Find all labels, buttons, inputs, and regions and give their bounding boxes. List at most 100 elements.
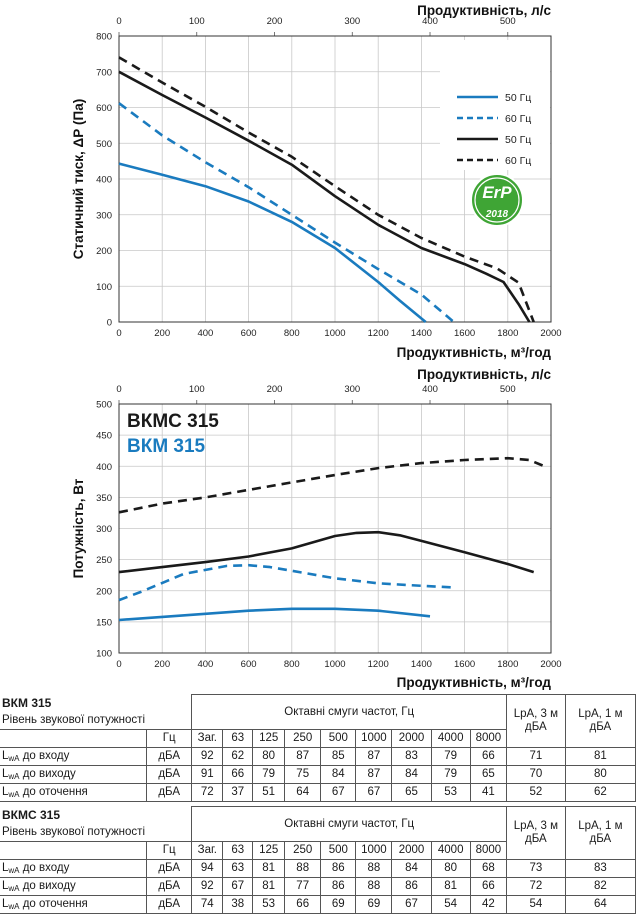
- row-lpa1: 62: [564, 782, 636, 802]
- freq-header: 500: [320, 840, 357, 860]
- freq-header: 8000: [469, 728, 507, 748]
- x-tick-label: 1800: [497, 328, 518, 339]
- legend-label: 60 Гц: [505, 113, 531, 125]
- x-tick-label: 400: [197, 328, 213, 339]
- row-value: 79: [430, 746, 471, 766]
- freq-header: 8000: [469, 840, 507, 860]
- lpa3-header: LpA, 3 м дБА: [505, 694, 566, 748]
- sound-table-vkmc: ВКМС 315 Октавні смуги частот, Гц LpA, 3…: [0, 806, 636, 914]
- x-tick-label: 0: [116, 659, 121, 670]
- row-value: 69: [355, 894, 393, 914]
- chart-title-vkmc: ВКМС 315: [127, 411, 219, 432]
- x2-tick-label: 300: [344, 16, 360, 27]
- x2-tick-label: 0: [116, 384, 121, 395]
- x-tick-label: 200: [154, 328, 170, 339]
- y-tick-label: 800: [96, 32, 112, 43]
- row-value: 83: [391, 746, 432, 766]
- freq-header: 125: [252, 728, 286, 748]
- row-unit: дБА: [145, 746, 193, 766]
- erp-badge-ring: [474, 177, 520, 223]
- unit-col-header: Гц: [145, 728, 193, 748]
- y-tick-label: 600: [96, 103, 112, 114]
- row-value: 81: [252, 858, 286, 878]
- freq-header: 2000: [391, 840, 432, 860]
- row-value: 62: [222, 746, 254, 766]
- x-tick-label: 1800: [497, 659, 518, 670]
- total-header: Заг.: [191, 840, 224, 860]
- freq-header: 500: [320, 728, 357, 748]
- x-tick-label: 1400: [411, 659, 432, 670]
- series-line-1: [118, 563, 457, 602]
- y-tick-label: 100: [96, 649, 112, 660]
- x-tick-label: 1000: [324, 328, 345, 339]
- y-tick-label: 400: [96, 462, 112, 473]
- freq-header: 1000: [355, 840, 393, 860]
- x-tick-label: 400: [197, 659, 213, 670]
- table-row: LwA до входу дБА 92 62 80 87 85 87 83 79…: [0, 746, 636, 766]
- row-value: 81: [252, 876, 286, 896]
- table-row: LwA до виходу дБА 91 66 79 75 84 87 84 7…: [0, 764, 636, 784]
- row-lpa1: 64: [564, 894, 636, 914]
- row-value: 81: [430, 876, 471, 896]
- series-line-3: [118, 456, 546, 514]
- row-value: 86: [320, 876, 357, 896]
- row-value: 84: [320, 764, 357, 784]
- unit-col-header: Гц: [145, 840, 193, 860]
- row-value: 67: [355, 782, 393, 802]
- lpa1-header: LpA, 1 м дБА: [564, 694, 636, 748]
- y-tick-label: 500: [96, 139, 112, 150]
- row-total: 92: [191, 876, 224, 896]
- x-tick-label: 1000: [324, 659, 345, 670]
- row-lpa1: 80: [564, 764, 636, 784]
- band-header: Октавні смуги частот, Гц: [191, 694, 507, 729]
- row-total: 74: [191, 894, 224, 914]
- pressure-chart: 0 200 400 600 800 1000 1200 1400 1600 1800 2000010…: [71, 3, 562, 360]
- x-tick-label: 1600: [454, 659, 475, 670]
- lpa1-header: LpA, 1 м дБА: [564, 806, 636, 860]
- x2-tick-label: 400: [422, 384, 438, 395]
- series-line-3: [118, 56, 535, 323]
- row-lpa3: 71: [505, 746, 566, 766]
- freq-header: 63: [222, 840, 254, 860]
- row-lpa1: 81: [564, 746, 636, 766]
- x-tick-label: 600: [241, 659, 257, 670]
- erp-badge-year: 2018: [485, 209, 509, 220]
- row-total: 91: [191, 764, 224, 784]
- y-tick-label: 300: [96, 210, 112, 221]
- table-row: LwA до оточення дБА 74 38 53 66 69 69 67…: [0, 894, 636, 914]
- row-value: 53: [430, 782, 471, 802]
- row-lpa3: 70: [505, 764, 566, 784]
- x-tick-label: 800: [284, 328, 300, 339]
- x2-axis-label: Продуктивність, л/с: [417, 368, 551, 382]
- row-value: 86: [391, 876, 432, 896]
- x-tick-label: 200: [154, 659, 170, 670]
- x-tick-label: 2000: [540, 328, 561, 339]
- y-axis-label: Статичний тиск, ΔР (Па): [71, 99, 86, 259]
- row-value: 79: [252, 764, 286, 784]
- freq-header: 63: [222, 728, 254, 748]
- x-tick-label: 1200: [368, 328, 389, 339]
- row-total: 94: [191, 858, 224, 878]
- row-value: 66: [222, 764, 254, 784]
- y-tick-label: 250: [96, 555, 112, 566]
- row-value: 85: [320, 746, 357, 766]
- row-value: 51: [252, 782, 286, 802]
- freq-header: 1000: [355, 728, 393, 748]
- row-value: 88: [355, 858, 393, 878]
- row-value: 67: [320, 782, 357, 802]
- row-lpa3: 54: [505, 894, 566, 914]
- row-lpa3: 52: [505, 782, 566, 802]
- erp-badge: [470, 173, 524, 227]
- x2-tick-label: 300: [344, 384, 360, 395]
- row-value: 87: [284, 746, 322, 766]
- series-line-2: [118, 530, 535, 574]
- y-axis-label: Потужність, Вт: [71, 478, 86, 578]
- x2-tick-label: 500: [500, 16, 516, 27]
- row-value: 41: [469, 782, 507, 802]
- x-tick-label: 1600: [454, 328, 475, 339]
- row-label: LwA до входу: [0, 746, 147, 766]
- row-value: 64: [284, 782, 322, 802]
- x-axis-label: Продуктивність, м³/год: [397, 345, 552, 360]
- row-value: 79: [430, 764, 471, 784]
- table-title: ВКМС 315: [2, 808, 61, 822]
